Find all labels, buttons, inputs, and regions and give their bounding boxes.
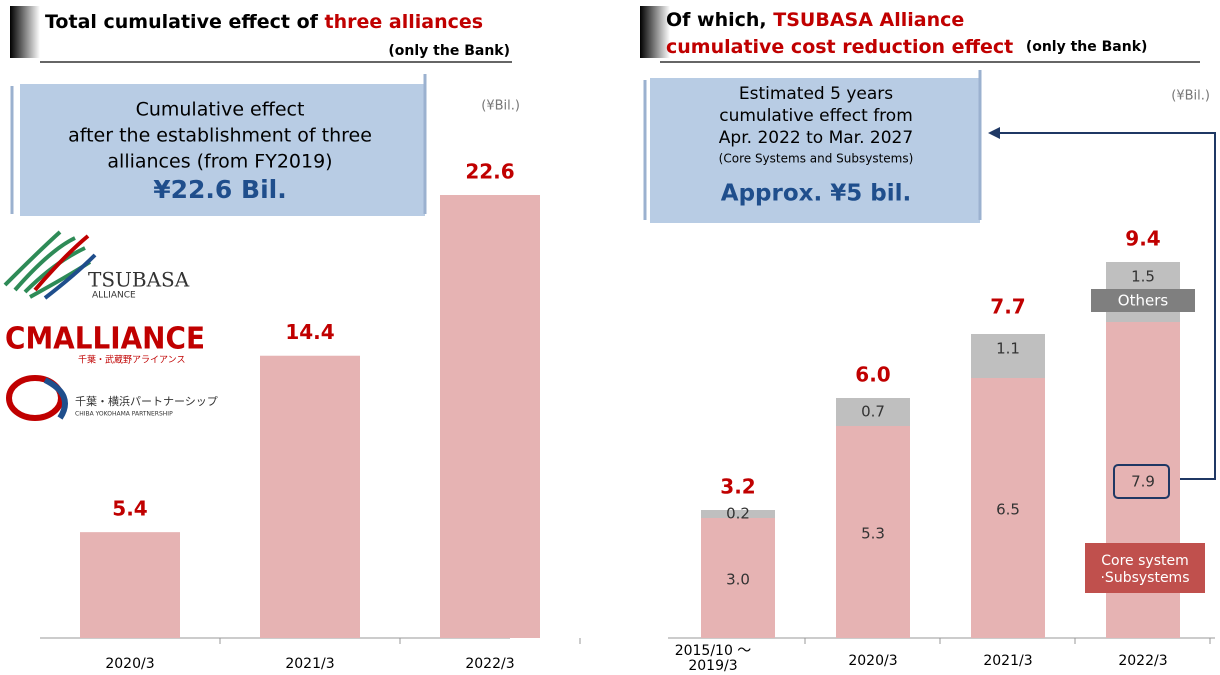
logo-name: TSUBASA (88, 268, 190, 292)
total-label: 3.2 (720, 475, 755, 499)
connector-arrow (998, 132, 1216, 480)
bar-segment (701, 518, 775, 638)
bar (260, 355, 360, 638)
segment-label: 3.0 (726, 571, 750, 589)
logo-tagline: CHIBA YOKOHAMA PARTNERSHIP (75, 411, 173, 418)
legend-label: Others (1118, 292, 1169, 310)
bar-segment (971, 334, 1045, 378)
callout-text: Estimated 5 years (739, 84, 893, 104)
segment-label: 1.1 (996, 340, 1020, 358)
bar (440, 195, 540, 638)
total-label: 9.4 (1125, 227, 1160, 251)
header-bar (10, 6, 40, 58)
callout-text: Cumulative effect (136, 99, 305, 121)
x-tick-label: 2020/3 (848, 653, 898, 669)
segment-label: 1.5 (1131, 268, 1155, 286)
bar-segment (836, 398, 910, 426)
value-label: 5.4 (112, 497, 147, 521)
logo-mark (43, 377, 68, 420)
bar-segment (701, 510, 775, 518)
segment-label: 6.5 (996, 501, 1020, 519)
legend-label: Core system ·Subsystems (1085, 543, 1205, 593)
header-bar (640, 6, 670, 58)
x-tick-label: 2021/3 (983, 653, 1033, 669)
callout-box (20, 84, 425, 216)
unit-label: (¥Bil.) (481, 99, 520, 114)
unit-label: (¥Bil.) (1171, 89, 1210, 104)
chart-title: cumulative cost reduction effect (only t… (666, 36, 1147, 58)
callout-note: (Core Systems and Subsystems) (719, 152, 914, 166)
callout-value: Approx. ¥5 bil. (721, 181, 911, 207)
bar (80, 532, 180, 638)
logo-name: 千葉・横浜パートナーシップ (75, 394, 218, 408)
segment-label: 0.7 (861, 403, 885, 421)
logo-tagline: 千葉・武蔵野アライアンス (78, 354, 185, 366)
total-label: 6.0 (855, 363, 890, 387)
bar-segment (971, 378, 1045, 638)
logo-mark (43, 253, 97, 300)
callout-box (650, 78, 980, 223)
callout-text: alliances (from FY2019) (107, 151, 332, 173)
x-tick-label: 2021/3 (285, 656, 334, 672)
logo-mark (33, 234, 90, 292)
x-tick-label: 2022/3 (1118, 653, 1168, 669)
total-label: 7.7 (990, 295, 1025, 319)
logo-name: CMALLIANCE (5, 322, 205, 357)
legend-box (1091, 289, 1195, 312)
segment-label: 7.9 (1131, 473, 1155, 491)
arrow-head (988, 127, 1000, 139)
chart-title: Total cumulative effect of three allianc… (45, 11, 483, 33)
chart-title: Of which, TSUBASA Alliance (666, 9, 964, 31)
x-tick-label: 2015/10 ～2019/3 (674, 643, 752, 674)
logo-tagline: ALLIANCE (92, 291, 136, 301)
bar-segment (836, 426, 910, 638)
segment-label: 5.3 (861, 525, 885, 543)
logo-mark (3, 230, 92, 299)
value-label: 22.6 (465, 160, 514, 184)
callout-text: after the establishment of three (68, 125, 372, 147)
value-label: 14.4 (285, 320, 334, 344)
chart-subtitle: (only the Bank) (388, 43, 510, 59)
x-tick-label: 2022/3 (465, 656, 514, 672)
x-tick-label: 2020/3 (105, 656, 154, 672)
callout-text: cumulative effect from (719, 106, 913, 126)
callout-value: ¥22.6 Bil. (153, 175, 286, 204)
highlight-box (1113, 464, 1170, 499)
segment-label: 0.2 (726, 505, 750, 523)
callout-text: Apr. 2022 to Mar. 2027 (719, 128, 913, 148)
